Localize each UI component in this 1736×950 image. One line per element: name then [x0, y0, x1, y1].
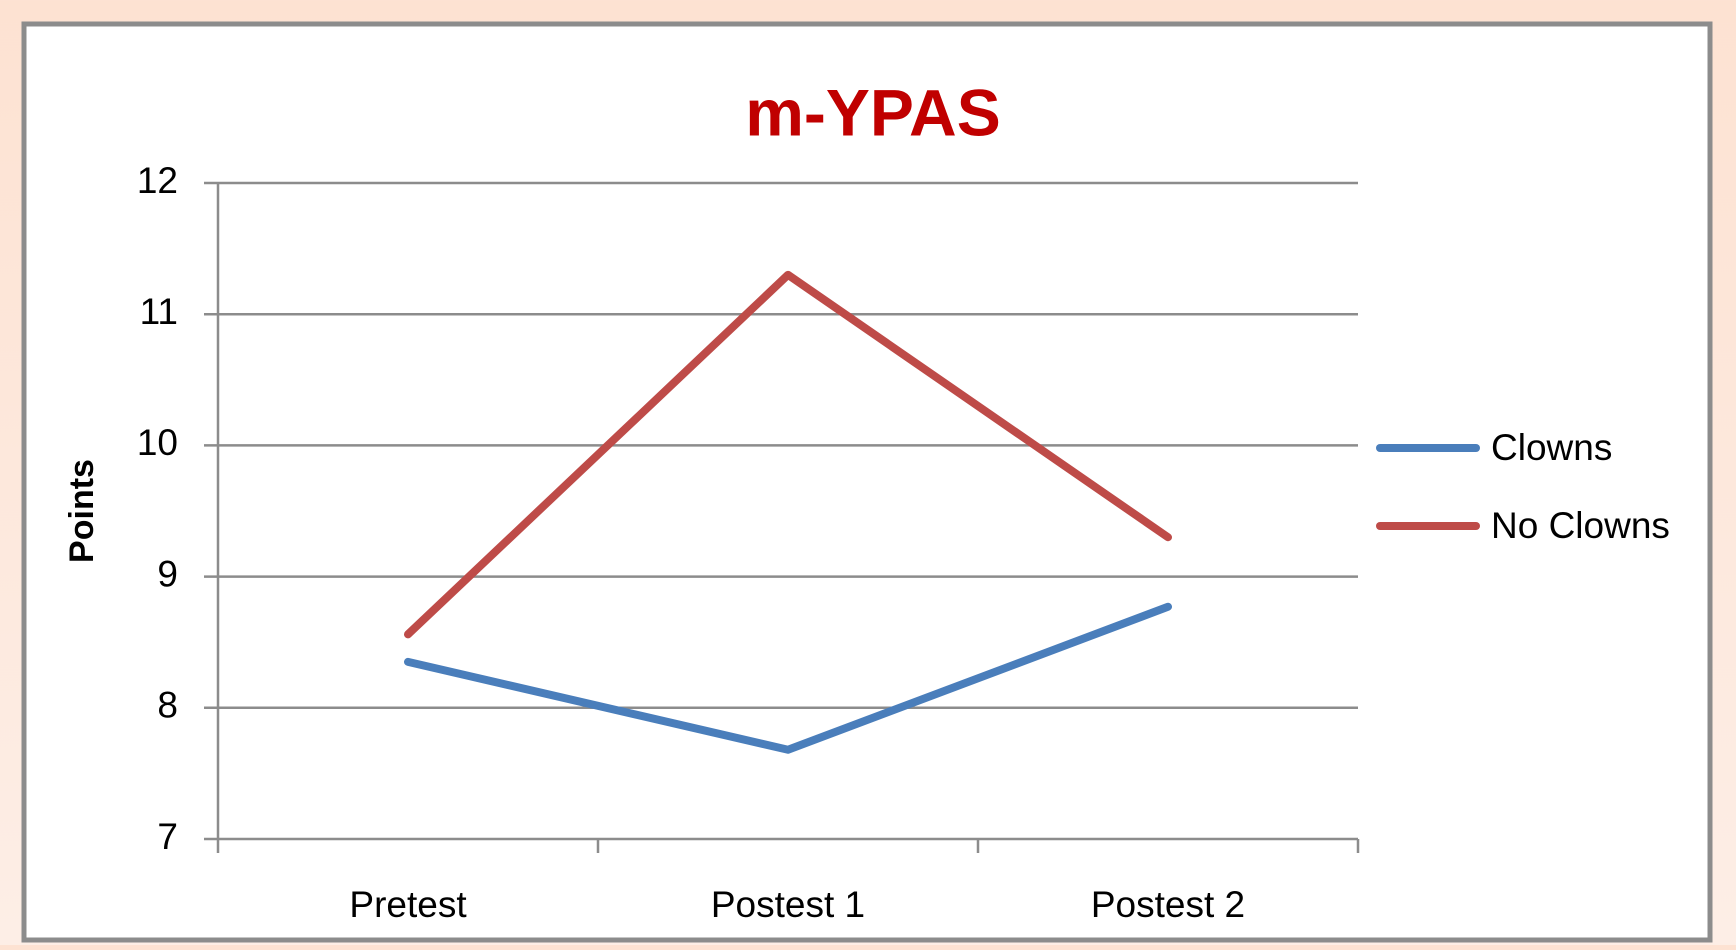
y-tick-label: 8 [157, 685, 178, 726]
legend-label: Clowns [1491, 427, 1612, 468]
chart-frame [21, 21, 1713, 943]
data-line [404, 602, 1172, 754]
x-tick-label: Pretest [349, 884, 467, 925]
x-tick-label: Postest 1 [711, 884, 865, 925]
y-tick-label: 12 [137, 160, 178, 201]
y-tick-label: 9 [157, 553, 178, 594]
legend-label: No Clowns [1491, 505, 1670, 546]
chart-title: m-YPAS [745, 75, 1001, 149]
y-tick-label: 7 [157, 816, 178, 857]
y-tick-label: 11 [140, 291, 178, 332]
x-tick-label: Postest 2 [1091, 884, 1245, 925]
data-line [404, 270, 1172, 639]
y-axis-label: Points [63, 459, 101, 563]
y-tick-label: 10 [137, 422, 178, 463]
